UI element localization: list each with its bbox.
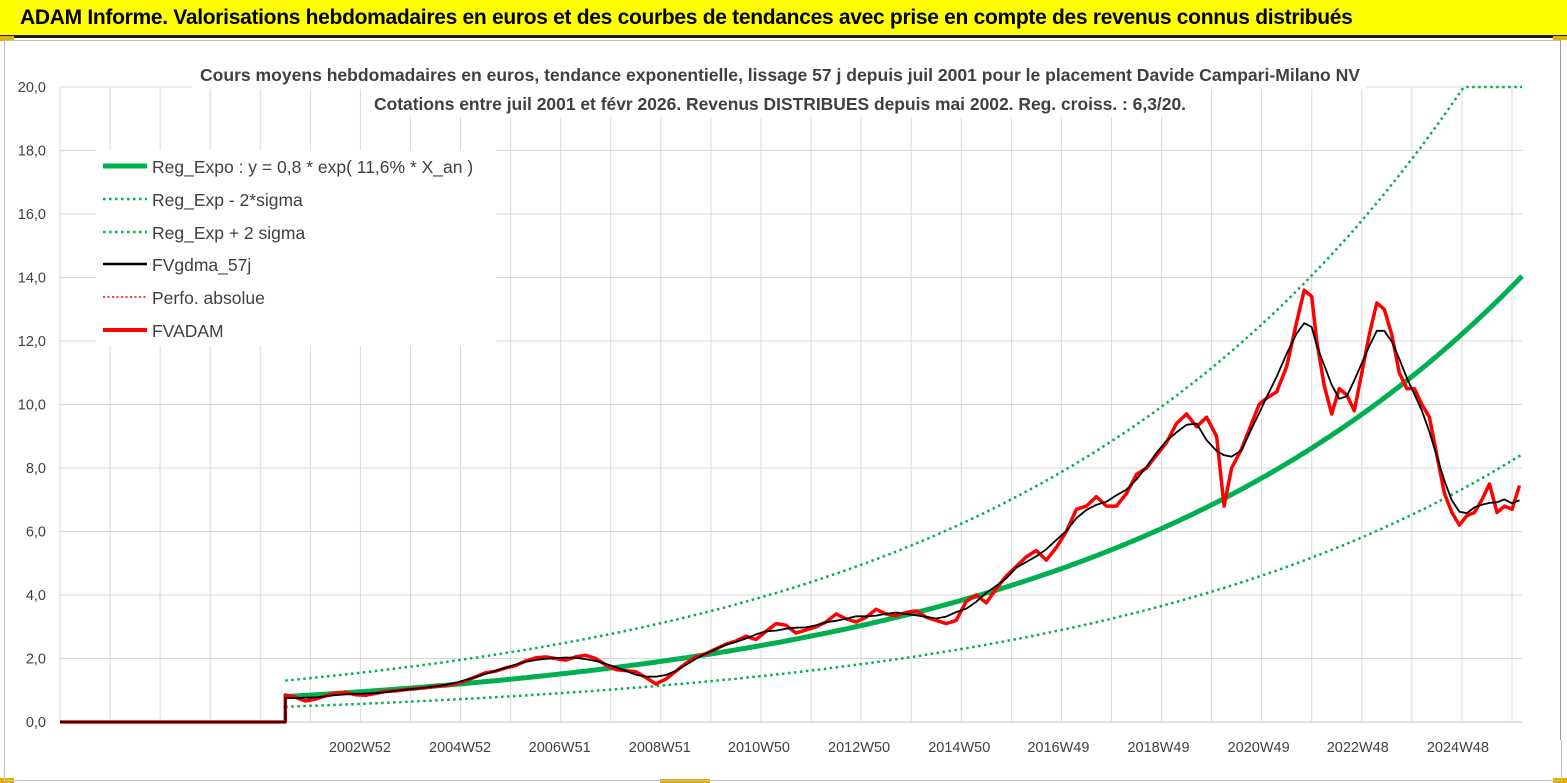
fvadam-line <box>60 288 1522 724</box>
x-tick-label: 2022W48 <box>1327 740 1389 756</box>
legend-label-fvadam: FVADAM <box>152 321 224 341</box>
legend-bg <box>96 150 496 346</box>
corner-accent-top-left <box>0 36 14 41</box>
x-tick-label: 2006W51 <box>529 740 591 756</box>
y-axis-labels: 0,0 2,0 4,0 6,0 8,0 10,0 12,0 14,0 16,0 18,0 20,0 <box>18 80 46 731</box>
x-tick-label: 2004W52 <box>429 740 491 756</box>
y-tick-label: 0,0 <box>26 715 46 731</box>
legend-label-reg-expo: Reg_Expo : y = 0,8 * exp( 11,6% * X_an ) <box>152 157 473 178</box>
chart-title-line2: Cotations entre juil 2001 et févr 2026. … <box>374 94 1186 114</box>
reg-minus-2sigma-line <box>285 453 1523 709</box>
legend-label-reg-plus: Reg_Exp + 2 sigma <box>152 223 305 244</box>
banner-title: ADAM Informe. Valorisations hebdomadaire… <box>20 6 1353 29</box>
legend: Reg_Expo : y = 0,8 * exp( 11,6% * X_an )… <box>96 150 496 346</box>
y-tick-label: 2,0 <box>26 652 46 668</box>
y-tick-label: 20,0 <box>18 80 46 96</box>
y-tick-label: 10,0 <box>18 398 46 414</box>
x-tick-label: 2014W50 <box>928 740 990 756</box>
x-tick-label: 2008W51 <box>629 740 691 756</box>
y-tick-label: 18,0 <box>18 144 46 160</box>
title-banner: ADAM Informe. Valorisations hebdomadaire… <box>0 0 1567 38</box>
x-tick-label: 2002W52 <box>329 740 391 756</box>
x-tick-label: 2024W48 <box>1427 740 1489 756</box>
x-tick-label: 2020W49 <box>1228 740 1290 756</box>
y-tick-label: 16,0 <box>18 207 46 223</box>
title-bg-1 <box>192 61 1365 89</box>
legend-label-reg-minus: Reg_Exp - 2*sigma <box>152 190 303 211</box>
chart-title-line1: Cours moyens hebdomadaires en euros, ten… <box>200 65 1360 85</box>
bottom-accent <box>660 779 710 783</box>
corner-accent-top-right <box>1553 36 1567 41</box>
y-tick-label: 12,0 <box>18 334 46 350</box>
series-layer <box>60 85 1524 724</box>
fvgdma-line <box>60 322 1520 723</box>
reg-expo-line <box>285 274 1524 700</box>
x-tick-label: 2016W49 <box>1027 740 1089 756</box>
legend-label-fvgdma: FVgdma_57j <box>152 255 251 276</box>
y-tick-label: 8,0 <box>26 461 46 477</box>
reg-plus-2sigma-line <box>285 85 1522 682</box>
x-tick-label: 2010W50 <box>728 740 790 756</box>
x-tick-label: 2018W49 <box>1127 740 1189 756</box>
right-edge <box>1560 40 1567 740</box>
y-tick-label: 6,0 <box>26 525 46 541</box>
grid <box>59 86 1522 723</box>
y-tick-label: 14,0 <box>18 271 46 287</box>
title-bg-2 <box>368 89 1193 117</box>
legend-label-perfo: Perfo. absolue <box>152 288 265 308</box>
x-tick-label: 2012W50 <box>828 740 890 756</box>
x-axis-labels: 2002W52 2004W52 2006W51 2008W51 2010W50 2012W… <box>329 740 1489 756</box>
y-tick-label: 4,0 <box>26 588 46 604</box>
